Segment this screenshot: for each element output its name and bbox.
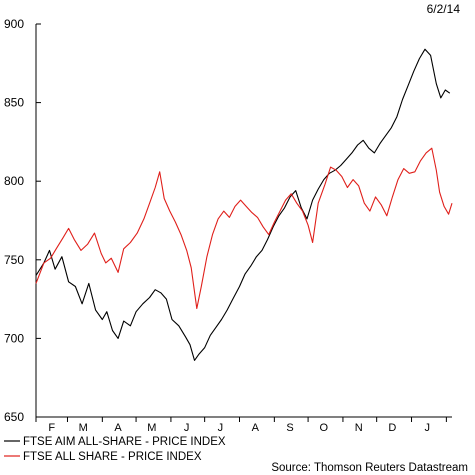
series-lines bbox=[35, 48, 453, 361]
y-axis-ticks: 650 700 750 800 850 900 bbox=[4, 17, 41, 424]
y-tick-label: 800 bbox=[4, 174, 24, 188]
x-tick-label: M bbox=[79, 422, 88, 434]
x-tick-label: O bbox=[320, 422, 329, 434]
y-tick-label: 850 bbox=[4, 96, 24, 110]
y-tick-label: 650 bbox=[4, 410, 24, 424]
x-tick-label: S bbox=[286, 422, 293, 434]
series-line-aim bbox=[35, 48, 451, 361]
x-tick-label: N bbox=[355, 422, 363, 434]
x-tick-label: F bbox=[48, 422, 55, 434]
legend-label-all-share: FTSE ALL SHARE - PRICE INDEX bbox=[23, 451, 202, 463]
x-tick-label: A bbox=[114, 422, 122, 434]
x-tick-label: J bbox=[218, 422, 224, 434]
source-note: Source: Thomson Reuters Datastream bbox=[271, 462, 468, 474]
legend-label-aim: FTSE AIM ALL-SHARE - PRICE INDEX bbox=[23, 436, 226, 448]
y-tick-label: 700 bbox=[4, 331, 24, 345]
x-tick-label: A bbox=[252, 422, 260, 434]
x-tick-label: D bbox=[388, 422, 396, 434]
series-line-all-share bbox=[35, 147, 453, 310]
chart-date: 6/2/14 bbox=[427, 2, 461, 16]
x-tick-label: J bbox=[425, 422, 431, 434]
x-tick-label: M bbox=[147, 422, 156, 434]
chart-axes bbox=[35, 24, 452, 418]
y-tick-label: 750 bbox=[4, 253, 24, 267]
legend: FTSE AIM ALL-SHARE - PRICE INDEX FTSE AL… bbox=[4, 436, 226, 463]
y-tick-label: 900 bbox=[4, 17, 24, 31]
x-tick-label: J bbox=[184, 422, 190, 434]
